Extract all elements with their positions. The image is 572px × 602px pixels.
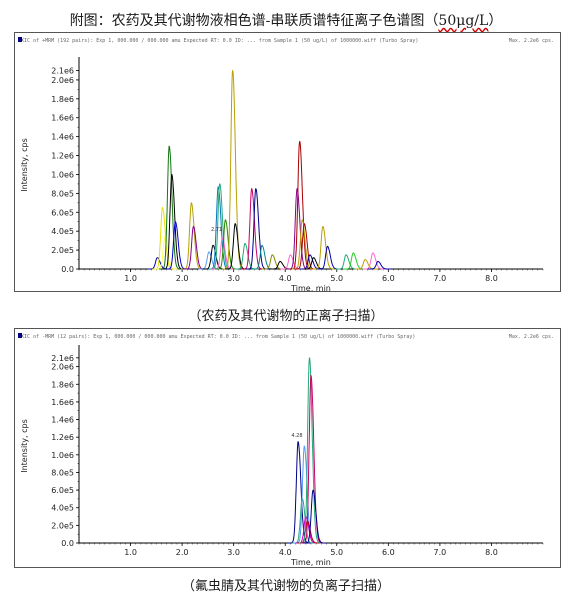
y-tick-label: 1.6e6 <box>51 398 74 407</box>
chart-header-swatch <box>18 37 22 42</box>
page-title: 附图：农药及其代谢物液相色谱-串联质谱特征离子色谱图（50μg/L） <box>0 10 572 30</box>
y-tick-label: 4.0e5 <box>51 227 74 236</box>
y-tick-label: 1.8e6 <box>51 380 74 389</box>
chart-header-text: XIC of -MRM (12 pairs): Exp 1, 000.000 /… <box>21 334 415 340</box>
y-tick-label: 8.0e5 <box>51 189 74 198</box>
chart-negative-svg: XIC of -MRM (12 pairs): Exp 1, 000.000 /… <box>18 333 554 567</box>
x-tick-label: 6.0 <box>382 274 395 283</box>
x-tick-label: 5.0 <box>330 548 343 557</box>
chart-header-text: XIC of +MRM (192 pairs): Exp 1, 000.000 … <box>21 38 418 44</box>
y-tick-label: 4.0e5 <box>51 504 74 513</box>
chart-header-max: Max. 2.2e6 cps. <box>509 38 554 44</box>
peak-annotation: 2.71 <box>211 227 222 233</box>
x-tick-label: 1.0 <box>124 274 137 283</box>
y-tick-label: 1.2e6 <box>51 433 74 442</box>
y-tick-label: 6.0e5 <box>51 208 74 217</box>
chromatogram-peak <box>302 489 327 544</box>
y-tick-label: 1.4e6 <box>51 416 74 425</box>
x-tick-label: 8.0 <box>485 548 498 557</box>
x-tick-label: 4.0 <box>279 274 292 283</box>
y-tick-label: 1.0e6 <box>51 451 74 460</box>
chromatogram-peak <box>269 260 294 270</box>
chromatogram-peak <box>354 259 379 270</box>
caption-negative-scan: （氟虫腈及其代谢物的负离子扫描） <box>181 579 390 594</box>
y-axis-label: Intensity, cps <box>20 419 29 473</box>
x-axis-label: Time, min <box>290 284 331 291</box>
chart-header-max: Max. 2.2e6 cps. <box>509 334 554 340</box>
chromatogram-peak <box>303 257 327 270</box>
y-tick-label: 2.0e5 <box>51 246 74 255</box>
chromatogram-peak <box>367 260 392 270</box>
page-title-unit: 50μg/L <box>438 13 489 29</box>
y-tick-label: 1.0e6 <box>51 170 74 179</box>
x-axis-label: Time, min <box>290 558 331 567</box>
chromatogram-peak <box>181 202 205 270</box>
x-tick-label: 2.0 <box>176 274 189 283</box>
x-tick-label: 3.0 <box>227 274 240 283</box>
x-tick-label: 2.0 <box>176 548 189 557</box>
y-tick-label: 0.0 <box>61 265 74 274</box>
page-title-text: 附图：农药及其代谢物液相色谱-串联质谱特征离子色谱图（ <box>69 13 439 29</box>
chromatogram-peak <box>183 225 207 270</box>
y-tick-label: 6.0e5 <box>51 486 74 495</box>
chart-positive-svg: XIC of +MRM (192 pairs): Exp 1, 000.000 … <box>18 37 554 291</box>
caption-positive-scan: （农药及其代谢物的正离子扫描） <box>188 309 384 324</box>
y-tick-label: 1.4e6 <box>51 133 74 142</box>
x-tick-label: 6.0 <box>382 548 395 557</box>
x-tick-label: 8.0 <box>485 274 498 283</box>
y-tick-label: 2.1e6 <box>51 354 74 363</box>
y-tick-label: 1.6e6 <box>51 114 74 123</box>
chart-negative-scan: XIC of -MRM (12 pairs): Exp 1, 000.000 /… <box>14 328 561 568</box>
x-tick-label: 7.0 <box>434 274 447 283</box>
chromatogram-peak <box>362 252 387 270</box>
x-tick-label: 7.0 <box>434 548 447 557</box>
chromatogram-peak <box>312 225 337 270</box>
peak-annotation: 4.28 <box>291 433 302 439</box>
chart-positive-scan: XIC of +MRM (192 pairs): Exp 1, 000.000 … <box>14 32 561 292</box>
y-tick-label: 0.0 <box>61 539 74 548</box>
y-axis-label: Intensity, cps <box>20 138 29 192</box>
y-tick-label: 1.8e6 <box>51 95 74 104</box>
y-tick-label: 2.1e6 <box>51 66 74 75</box>
x-tick-label: 3.0 <box>227 548 240 557</box>
y-tick-label: 2.0e6 <box>51 76 74 85</box>
chromatogram-peak <box>289 140 313 270</box>
x-tick-label: 1.0 <box>124 548 137 557</box>
y-tick-label: 2.0e6 <box>51 363 74 372</box>
page-title-close: ） <box>488 13 503 29</box>
y-tick-label: 1.2e6 <box>51 152 74 161</box>
chromatogram-peak <box>241 188 265 270</box>
x-tick-label: 4.0 <box>279 548 292 557</box>
y-tick-label: 8.0e5 <box>51 468 74 477</box>
y-tick-label: 2.0e5 <box>51 521 74 530</box>
x-tick-label: 5.0 <box>330 274 343 283</box>
chart-header-swatch <box>18 333 22 338</box>
